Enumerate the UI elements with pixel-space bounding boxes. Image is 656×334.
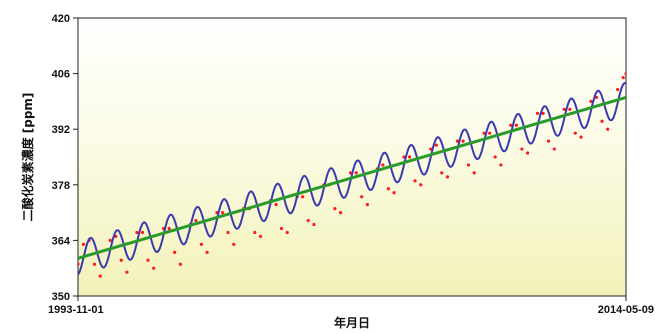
data-point [546, 139, 551, 143]
y-tick-label: 378 [52, 180, 70, 192]
observed-points-series [78, 72, 626, 278]
x-tick-label: 1993-11-01 [48, 304, 104, 316]
data-point [279, 226, 284, 231]
data-point [579, 135, 583, 139]
data-point [146, 258, 150, 262]
data-point [562, 107, 566, 111]
y-tick-label: 420 [52, 13, 70, 25]
data-point [413, 179, 417, 183]
data-point [81, 242, 86, 246]
data-point [472, 171, 476, 175]
data-point [306, 218, 310, 223]
plot-marks [78, 72, 626, 278]
x-axis-title: 年月日 [334, 315, 370, 330]
y-tick-label: 392 [52, 124, 70, 136]
data-point [226, 230, 230, 235]
data-point [535, 111, 540, 115]
data-point [173, 250, 177, 254]
plot-area [77, 17, 627, 297]
data-point [312, 222, 316, 227]
data-point [541, 111, 545, 115]
data-point [600, 119, 604, 123]
data-point [520, 147, 524, 151]
data-point [333, 207, 337, 211]
data-point [354, 171, 358, 175]
data-point [274, 203, 278, 207]
data-point [98, 274, 102, 278]
data-point [125, 270, 129, 274]
data-point [488, 131, 492, 135]
data-point [466, 163, 471, 167]
data-point [360, 195, 364, 199]
data-point [624, 72, 626, 76]
data-point [178, 262, 182, 266]
data-point [499, 163, 503, 167]
data-point [205, 250, 209, 254]
data-point [440, 171, 444, 175]
data-point [365, 203, 369, 207]
y-tick-label: 350 [52, 291, 70, 303]
data-point [493, 155, 497, 159]
data-point [140, 230, 145, 235]
data-point [301, 195, 305, 199]
data-point [232, 242, 236, 246]
data-point [434, 143, 438, 147]
data-point [152, 266, 156, 270]
data-point [594, 95, 599, 100]
data-point [509, 123, 513, 127]
data-point [573, 131, 577, 135]
data-point [386, 187, 390, 191]
trend-line [78, 95, 626, 260]
data-point [568, 107, 572, 111]
data-point [621, 75, 625, 80]
data-point [119, 258, 123, 262]
data-point [482, 131, 486, 135]
data-point [381, 163, 385, 167]
data-point [108, 238, 112, 242]
data-point [253, 230, 257, 235]
data-point [135, 230, 139, 235]
data-point [461, 139, 465, 143]
data-point [339, 211, 343, 215]
data-point [445, 175, 450, 179]
data-point [392, 191, 396, 195]
y-tick-label: 364 [52, 235, 71, 247]
seasonal-fit-line [78, 81, 626, 276]
data-point [616, 87, 620, 92]
data-point [220, 211, 225, 215]
y-tick-label: 406 [52, 69, 70, 81]
data-point [514, 123, 518, 127]
data-point [407, 155, 412, 159]
data-point [167, 226, 171, 231]
data-point [419, 183, 423, 187]
data-point [552, 147, 556, 151]
data-point [606, 127, 610, 131]
data-point [525, 151, 530, 155]
data-point [199, 242, 203, 246]
data-point [589, 99, 593, 103]
data-point [92, 262, 97, 266]
y-axis-title: 二酸化炭素濃度 [ppm] [20, 93, 35, 222]
data-point [258, 234, 263, 239]
axes: 350 364 378 392 406 420 1993-11-01 2014-05-09 [48, 13, 654, 316]
data-point [194, 218, 198, 223]
data-point [285, 230, 289, 235]
x-tick-label: 2014-05-09 [598, 304, 654, 316]
data-point [78, 262, 80, 266]
